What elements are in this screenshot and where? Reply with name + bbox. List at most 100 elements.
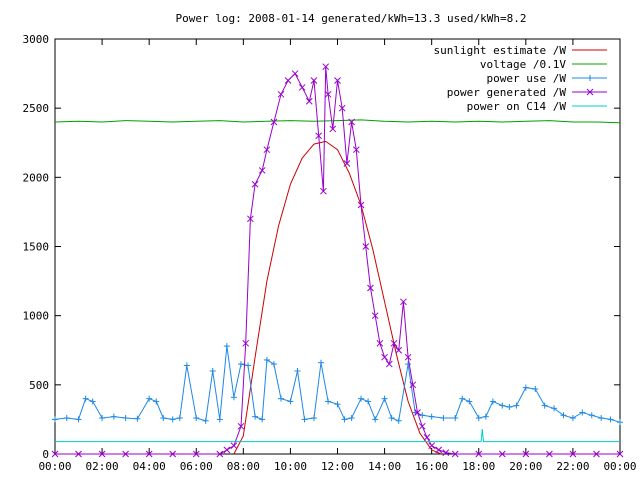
data-point: [298, 84, 306, 91]
data-point: [324, 90, 332, 98]
data-point: [305, 97, 313, 105]
x-tick-label: 14:00: [368, 460, 401, 473]
data-point: [230, 442, 238, 450]
data-point: [475, 450, 483, 458]
data-point: [315, 132, 323, 140]
x-tick-label: 10:00: [274, 460, 307, 473]
legend-label: sunlight estimate /W: [434, 44, 567, 57]
data-point: [223, 446, 231, 454]
series-3: [51, 63, 624, 458]
data-point: [546, 450, 553, 458]
y-tick-label: 2000: [23, 171, 50, 184]
data-point: [284, 77, 292, 84]
data-point: [51, 450, 59, 458]
data-point: [586, 88, 594, 96]
y-tick-label: 500: [29, 379, 49, 392]
data-point: [367, 284, 374, 292]
x-tick-label: 08:00: [227, 460, 260, 473]
data-point: [277, 90, 285, 98]
x-tick-label: 00:00: [38, 460, 71, 473]
data-point: [192, 450, 200, 458]
data-point: [371, 312, 379, 320]
data-point: [423, 434, 431, 441]
data-point: [258, 167, 266, 174]
series-1: [54, 119, 621, 124]
data-point: [122, 450, 129, 458]
series-2: [52, 343, 623, 426]
data-point: [334, 77, 341, 84]
data-point: [385, 360, 393, 368]
y-tick-label: 1500: [23, 241, 50, 254]
data-point: [498, 450, 506, 458]
x-tick-label: 00:00: [603, 460, 636, 473]
y-tick-label: 2500: [23, 102, 50, 115]
legend-label: voltage /0.1V: [480, 58, 566, 71]
axis-ticks: 0 500 1000 1500 2000 2500 3000 00:00 02:00 04:00 0…: [23, 33, 637, 473]
data-point: [593, 450, 600, 458]
data-point: [237, 422, 245, 430]
legend-label: power generated /W: [447, 86, 567, 99]
legend-label: power on C14 /W: [467, 100, 567, 113]
data-point: [329, 125, 337, 133]
data-point: [242, 339, 250, 347]
x-tick-label: 06:00: [180, 460, 213, 473]
data-point: [390, 339, 398, 347]
data-point: [75, 450, 82, 458]
series-0: [233, 140, 442, 455]
legend-label: power use /W: [487, 72, 567, 85]
data-point: [376, 339, 384, 347]
y-tick-label: 0: [42, 448, 49, 461]
data-point: [400, 298, 407, 306]
data-point: [357, 201, 365, 209]
series-line: [55, 429, 620, 443]
data-point: [362, 243, 370, 250]
x-tick-label: 20:00: [509, 460, 542, 473]
data-point: [98, 450, 106, 458]
data-point: [409, 381, 417, 389]
series-line: [54, 119, 621, 124]
series-line: [233, 140, 442, 455]
data-point: [247, 215, 254, 223]
x-tick-label: 04:00: [133, 460, 166, 473]
data-point: [616, 450, 624, 458]
series-layer: [51, 63, 624, 458]
y-tick-label: 1000: [23, 310, 50, 323]
series-line: [55, 66, 620, 455]
series-4: [55, 429, 620, 443]
data-point: [338, 104, 346, 112]
data-point: [569, 450, 577, 458]
data-point: [435, 446, 443, 454]
data-point: [395, 346, 403, 354]
x-tick-label: 02:00: [86, 460, 119, 473]
data-point: [381, 353, 388, 361]
x-tick-label: 16:00: [415, 460, 448, 473]
data-point: [442, 449, 450, 456]
data-point: [404, 353, 412, 361]
data-point: [263, 146, 271, 154]
data-point: [270, 118, 278, 126]
data-point: [169, 450, 177, 458]
data-point: [320, 187, 327, 195]
data-point: [414, 409, 421, 416]
x-tick-label: 18:00: [462, 460, 495, 473]
data-point: [322, 63, 330, 71]
data-point: [451, 450, 459, 458]
series-line: [54, 346, 621, 423]
data-point: [343, 160, 351, 167]
data-point: [310, 77, 318, 84]
data-point: [428, 442, 436, 450]
x-tick-label: 12:00: [321, 460, 354, 473]
data-point: [291, 70, 299, 77]
x-tick-label: 22:00: [556, 460, 589, 473]
y-tick-label: 3000: [23, 33, 50, 46]
data-point: [352, 146, 360, 154]
data-point: [145, 450, 153, 458]
data-point: [251, 180, 259, 188]
chart-title: Power log: 2008-01-14 generated/kWh=13.3…: [176, 12, 527, 25]
data-point: [418, 422, 426, 430]
data-point: [522, 450, 530, 458]
data-point: [216, 450, 224, 458]
data-point: [348, 118, 355, 126]
